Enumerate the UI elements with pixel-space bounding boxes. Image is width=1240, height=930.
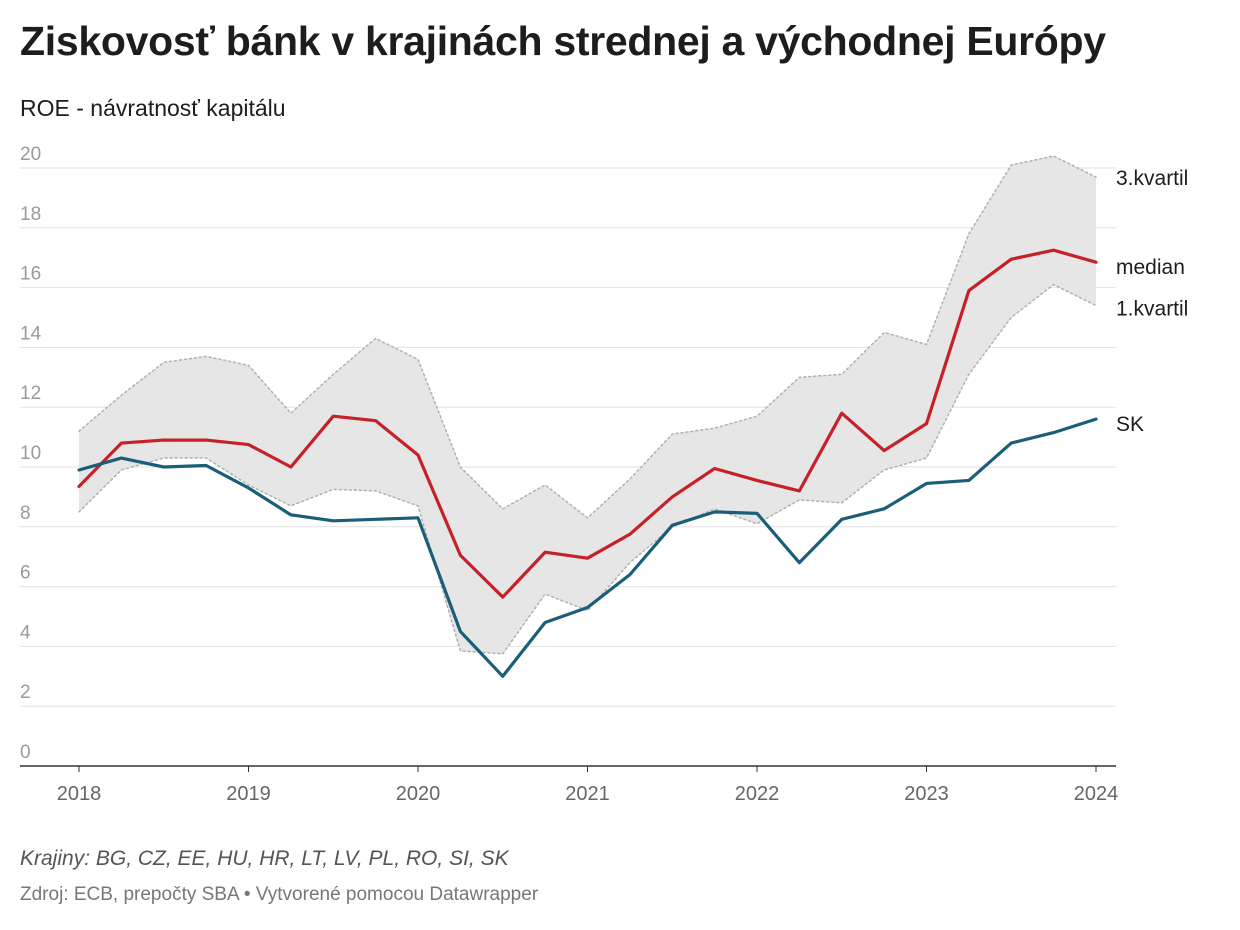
series-line-1-kvartil bbox=[78, 283, 1097, 655]
series-lines bbox=[77, 155, 1098, 678]
y-tick-16: 16 bbox=[20, 264, 41, 285]
chart-title: Ziskovosť bánk v krajinách strednej a vý… bbox=[20, 18, 1106, 64]
y-axis-ticks: 0 2 4 6 8 10 12 14 16 18 20 bbox=[20, 144, 42, 763]
y-tick-0: 0 bbox=[20, 742, 31, 763]
interquartile-area bbox=[79, 156, 1096, 654]
series-label-sk: SK bbox=[1116, 413, 1144, 436]
x-tick-2019: 2019 bbox=[226, 783, 271, 805]
y-tick-8: 8 bbox=[20, 503, 31, 524]
y-tick-12: 12 bbox=[20, 383, 41, 404]
series-line-median bbox=[77, 248, 1098, 599]
source-credit: Zdroj: ECB, prepočty SBA • Vytvorené pom… bbox=[20, 884, 539, 905]
x-tick-2018: 2018 bbox=[57, 783, 102, 805]
y-tick-18: 18 bbox=[20, 204, 41, 225]
y-tick-2: 2 bbox=[20, 682, 31, 703]
series-label-median: median bbox=[1116, 256, 1185, 279]
y-tick-6: 6 bbox=[20, 563, 31, 584]
y-tick-10: 10 bbox=[20, 443, 41, 464]
series-label-1-kvartil: 1.kvartil bbox=[1116, 298, 1188, 321]
x-tick-2024: 2024 bbox=[1074, 783, 1119, 805]
series-line-sk bbox=[77, 417, 1098, 678]
x-tick-2020: 2020 bbox=[396, 783, 441, 805]
x-axis-ticks: 2018 2019 2020 2021 2022 2023 2024 bbox=[57, 766, 1119, 805]
y-tick-4: 4 bbox=[20, 622, 31, 643]
x-tick-2023: 2023 bbox=[904, 783, 949, 805]
interquartile-band bbox=[79, 156, 1096, 654]
series-label-3-kvartil: 3.kvartil bbox=[1116, 167, 1188, 190]
series-labels: 3.kvartil median 1.kvartil SK bbox=[1116, 167, 1188, 436]
chart-subtitle: ROE - návratnosť kapitálu bbox=[20, 95, 286, 121]
x-tick-2021: 2021 bbox=[565, 783, 610, 805]
countries-note: Krajiny: BG, CZ, EE, HU, HR, LT, LV, PL,… bbox=[20, 847, 509, 870]
x-tick-2022: 2022 bbox=[735, 783, 780, 805]
y-tick-14: 14 bbox=[20, 323, 42, 344]
y-tick-20: 20 bbox=[20, 144, 41, 165]
series-line-3-kvartil bbox=[78, 155, 1097, 519]
